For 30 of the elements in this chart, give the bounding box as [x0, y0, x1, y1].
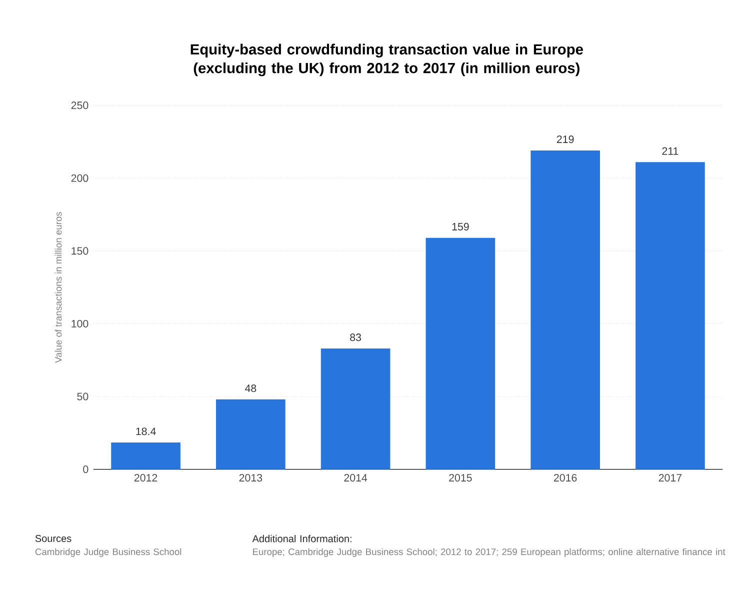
bar: [320, 348, 390, 470]
data-label: 48: [244, 384, 256, 392]
y-tick-label: 50: [77, 392, 88, 400]
x-tick-label: 2016: [554, 474, 577, 482]
y-tick-label: 250: [71, 102, 88, 110]
text: Additional Information:: [252, 534, 352, 542]
y-tick-label: 100: [72, 320, 88, 328]
data-label: 18.4: [136, 428, 156, 436]
x-tick-label: 2015: [449, 474, 472, 482]
x-tick-label: 2014: [344, 474, 368, 482]
bar: [216, 399, 286, 470]
text: Sources: [35, 534, 72, 542]
y-axis-title: Value of transactions in million euros: [54, 212, 62, 363]
bar: [426, 238, 496, 470]
data-label: 219: [556, 136, 574, 144]
data-label: 211: [662, 147, 678, 155]
x-tick-label: 2013: [239, 474, 262, 482]
y-tick-label: 200: [71, 174, 88, 182]
y-tick-label: 150: [72, 247, 88, 255]
x-tick-label: 2017: [658, 474, 682, 482]
text: Europe; Cambridge Judge Business School; 2012 to 2017; 259 European platforms; online alternative finance int: [253, 548, 726, 557]
data-label: 159: [452, 222, 469, 230]
chart-title: Equity-based crowdfunding transaction value in Europe (excluding the UK) from 2012 to 2017 (in million euros): [190, 44, 583, 76]
y-tick-label: 0: [83, 466, 88, 474]
data-label: 83: [350, 334, 362, 342]
x-tick-label: 2012: [134, 474, 158, 482]
bar: [636, 162, 705, 470]
text: Cambridge Judge Business School: [35, 548, 182, 557]
bar: [530, 150, 600, 470]
bar: [111, 442, 180, 470]
